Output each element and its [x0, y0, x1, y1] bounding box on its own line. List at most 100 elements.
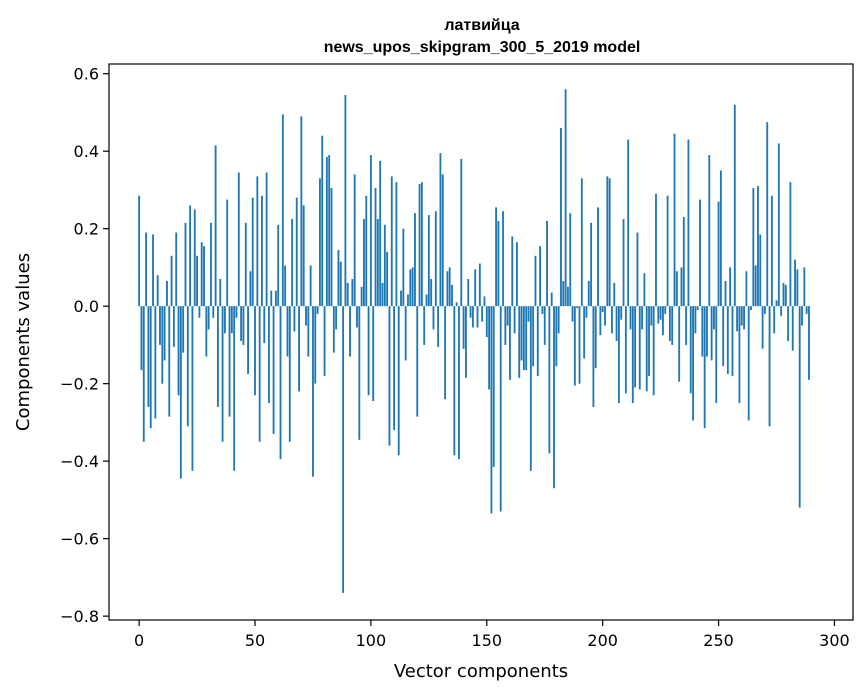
bar-272: [768, 306, 771, 427]
bar-240: [694, 306, 697, 334]
bar-188: [573, 306, 576, 386]
bar-140: [462, 306, 465, 349]
bar-259: [738, 306, 741, 404]
bar-78: [318, 178, 321, 307]
bar-92: [351, 279, 354, 307]
bar-274: [773, 306, 776, 334]
bar-42: [235, 306, 238, 318]
bar-8: [156, 275, 159, 307]
bar-56: [268, 306, 270, 404]
bar-149: [483, 296, 486, 307]
bar-229: [668, 306, 671, 342]
bar-252: [722, 306, 725, 367]
bar-31: [210, 222, 212, 307]
bar-137: [455, 302, 458, 307]
bar-123: [423, 306, 426, 345]
bar-176: [546, 220, 548, 307]
bar-90: [346, 282, 349, 307]
bar-286: [801, 306, 803, 326]
bar-231: [673, 133, 676, 307]
bar-217: [641, 306, 644, 330]
bar-271: [766, 122, 769, 307]
bar-249: [715, 306, 718, 404]
bar-27: [200, 242, 203, 307]
bar-80: [323, 306, 326, 376]
bar-117: [409, 269, 412, 307]
bar-156: [499, 306, 502, 512]
bar-281: [789, 182, 792, 307]
bar-102: [374, 187, 377, 307]
bar-151: [488, 306, 491, 390]
bar-198: [597, 207, 599, 307]
bar-1: [140, 306, 143, 371]
y-tick-label: 0.0: [74, 297, 99, 316]
bar-53: [261, 195, 263, 307]
bar-43: [237, 172, 240, 307]
bar-47: [247, 306, 249, 374]
bar-225: [659, 306, 662, 320]
bar-168: [527, 306, 530, 322]
bar-163: [516, 242, 518, 307]
bar-179: [553, 306, 555, 489]
bar-146: [476, 306, 479, 328]
bar-262: [745, 271, 748, 307]
bar-201: [604, 306, 606, 326]
bar-25: [196, 255, 198, 307]
bar-228: [666, 195, 669, 307]
y-tick-label: 0.6: [74, 65, 99, 84]
y-tick-label: 0.2: [74, 220, 99, 239]
bar-51: [256, 176, 259, 307]
bar-3: [145, 232, 148, 307]
bar-114: [402, 228, 405, 307]
bar-64: [286, 306, 289, 357]
bar-116: [407, 294, 409, 307]
bar-148: [481, 306, 484, 322]
bar-97: [363, 218, 365, 307]
bar-7: [154, 306, 157, 419]
bar-242: [699, 199, 701, 307]
x-tick-label: 50: [245, 631, 265, 650]
bar-139: [460, 158, 463, 307]
bar-144: [471, 306, 474, 328]
bar-136: [453, 306, 456, 456]
y-tick-label: −0.6: [60, 530, 99, 549]
bar-108: [388, 306, 391, 446]
bar-233: [678, 306, 681, 382]
bar-227: [664, 306, 667, 314]
bar-174: [541, 306, 544, 314]
bar-54: [263, 306, 266, 343]
bar-260: [740, 306, 743, 326]
bar-215: [636, 232, 639, 307]
bar-258: [736, 306, 739, 332]
bar-159: [506, 306, 509, 326]
bar-180: [555, 306, 558, 367]
bar-81: [325, 156, 328, 307]
bar-253: [724, 280, 727, 307]
bar-20: [184, 222, 187, 307]
bar-122: [420, 182, 423, 307]
bar-189: [576, 306, 579, 309]
bar-248: [713, 306, 715, 330]
bar-107: [386, 251, 389, 307]
bar-166: [522, 306, 525, 371]
bar-58: [272, 306, 275, 435]
bar-142: [467, 279, 470, 307]
bar-261: [743, 306, 745, 330]
bar-21: [186, 306, 189, 427]
bar-277: [780, 306, 783, 316]
bar-29: [205, 306, 208, 357]
bar-6: [152, 234, 154, 307]
bar-202: [606, 176, 609, 307]
bar-270: [764, 306, 766, 314]
bar-68: [295, 197, 298, 307]
bar-121: [418, 184, 421, 307]
bar-167: [525, 306, 528, 371]
bar-195: [590, 222, 593, 307]
bar-164: [518, 306, 521, 378]
bar-84: [332, 306, 335, 353]
bar-41: [233, 306, 236, 471]
bar-199: [599, 306, 602, 336]
bar-98: [365, 195, 368, 307]
bar-205: [613, 282, 616, 307]
